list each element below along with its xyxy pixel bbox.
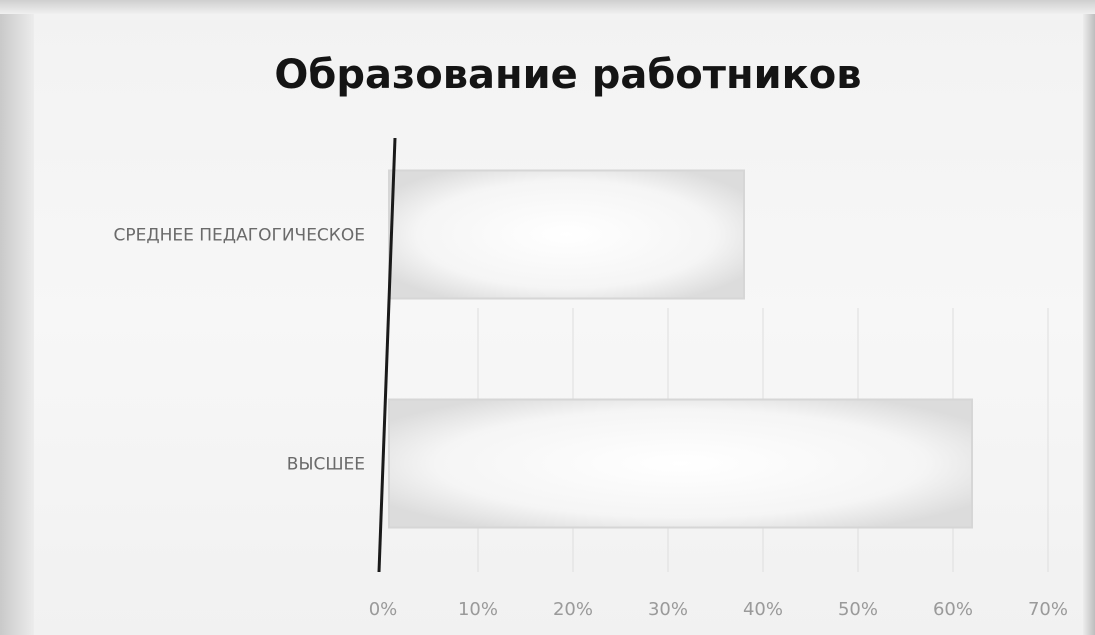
slide-shadow-left [0, 0, 34, 635]
x-tick-label: 60% [933, 599, 973, 620]
x-tick-label: 20% [553, 599, 593, 620]
x-tick-label: 0% [369, 599, 398, 620]
bar [388, 169, 745, 300]
x-tick-label: 10% [458, 599, 498, 620]
chart-title: Образование работников [274, 52, 861, 98]
x-tick-label: 50% [838, 599, 878, 620]
bar [388, 398, 973, 529]
y-axis-line [377, 137, 397, 573]
category-label: ВЫСШЕЕ [287, 455, 365, 475]
x-tick-label: 70% [1028, 599, 1068, 620]
slide-shadow-right [1083, 0, 1095, 635]
category-label: СРЕДНЕЕ ПЕДАГОГИЧЕСКОЕ [113, 226, 365, 246]
x-tick-label: 30% [648, 599, 688, 620]
x-tick-label: 40% [743, 599, 783, 620]
slide-shadow-top [0, 0, 1095, 14]
